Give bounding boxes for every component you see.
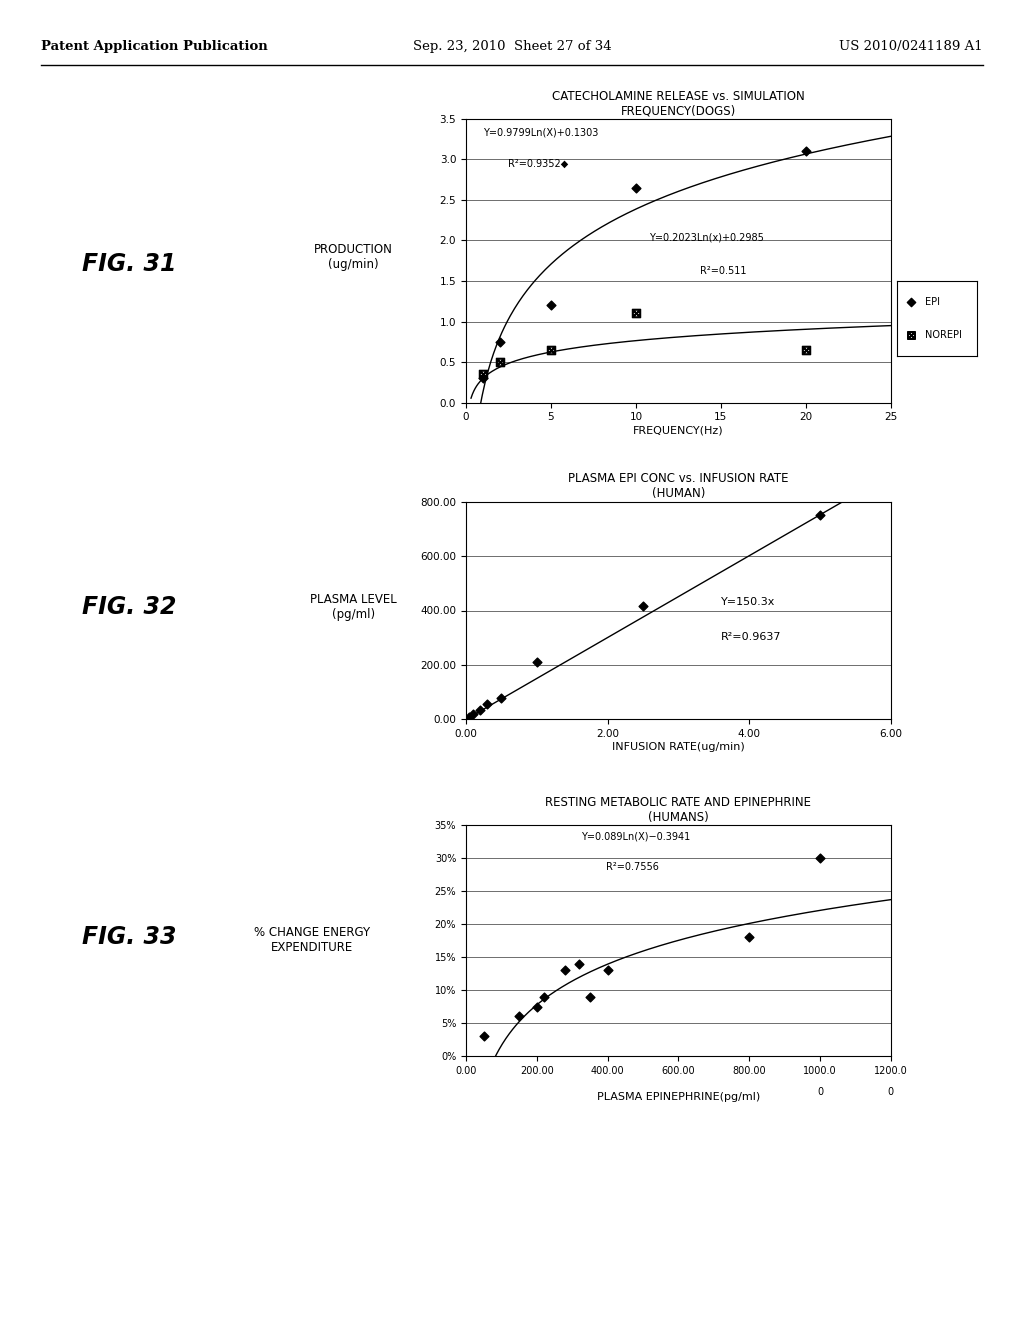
- Title: PLASMA EPI CONC vs. INFUSION RATE
(HUMAN): PLASMA EPI CONC vs. INFUSION RATE (HUMAN…: [568, 473, 788, 500]
- Text: R²=0.7556: R²=0.7556: [606, 862, 659, 873]
- Point: [812, 504, 828, 525]
- Point: [628, 302, 644, 323]
- Text: FIG. 31: FIG. 31: [82, 252, 176, 276]
- Point: [528, 652, 545, 673]
- Text: % CHANGE ENERGY
EXPENDITURE: % CHANGE ENERGY EXPENDITURE: [254, 925, 371, 954]
- Text: FIG. 33: FIG. 33: [82, 925, 176, 949]
- Point: [472, 700, 488, 721]
- Text: 0: 0: [888, 1086, 894, 1097]
- Text: Sep. 23, 2010  Sheet 27 of 34: Sep. 23, 2010 Sheet 27 of 34: [413, 40, 611, 53]
- Point: [741, 927, 758, 948]
- Text: EPI: EPI: [925, 297, 940, 308]
- Text: 0: 0: [817, 1086, 823, 1097]
- Point: [582, 986, 598, 1007]
- Point: [492, 331, 508, 352]
- Text: Y=150.3x: Y=150.3x: [721, 598, 775, 607]
- Point: [543, 294, 559, 315]
- Point: [528, 995, 545, 1016]
- Text: R²=0.9352◆: R²=0.9352◆: [508, 158, 568, 169]
- Point: [475, 363, 492, 385]
- Point: [492, 351, 508, 372]
- Point: [461, 706, 477, 727]
- Point: [798, 339, 814, 360]
- X-axis label: FREQUENCY(Hz): FREQUENCY(Hz): [633, 425, 724, 436]
- Point: [543, 339, 559, 360]
- Point: [475, 368, 492, 389]
- Text: Patent Application Publication: Patent Application Publication: [41, 40, 267, 53]
- Text: FIG. 32: FIG. 32: [82, 595, 176, 619]
- X-axis label: PLASMA EPINEPHRINE(pg/ml): PLASMA EPINEPHRINE(pg/ml): [597, 1093, 760, 1102]
- Text: PLASMA LEVEL
(pg/ml): PLASMA LEVEL (pg/ml): [310, 593, 396, 622]
- Text: PRODUCTION
(ug/min): PRODUCTION (ug/min): [313, 243, 393, 272]
- Point: [511, 1006, 527, 1027]
- Point: [475, 1026, 492, 1047]
- Text: Y=0.089Ln(X)−0.3941: Y=0.089Ln(X)−0.3941: [581, 832, 690, 842]
- Text: US 2010/0241189 A1: US 2010/0241189 A1: [840, 40, 983, 53]
- Title: CATECHOLAMINE RELEASE vs. SIMULATION
FREQUENCY(DOGS): CATECHOLAMINE RELEASE vs. SIMULATION FRE…: [552, 90, 805, 117]
- Text: R²=0.9637: R²=0.9637: [721, 632, 781, 643]
- Point: [812, 847, 828, 869]
- Point: [479, 694, 496, 715]
- Text: Y=0.9799Ln(X)+0.1303: Y=0.9799Ln(X)+0.1303: [483, 127, 598, 137]
- Text: R²=0.511: R²=0.511: [699, 267, 746, 276]
- Point: [635, 595, 651, 616]
- Point: [628, 177, 644, 198]
- Point: [798, 141, 814, 162]
- Point: [557, 960, 573, 981]
- Point: [571, 953, 588, 974]
- Point: [599, 960, 615, 981]
- Text: Y=0.2023Ln(x)+0.2985: Y=0.2023Ln(x)+0.2985: [648, 232, 764, 243]
- Point: [494, 686, 510, 708]
- Text: NOREPI: NOREPI: [925, 330, 962, 341]
- Title: RESTING METABOLIC RATE AND EPINEPHRINE
(HUMANS): RESTING METABOLIC RATE AND EPINEPHRINE (…: [546, 796, 811, 824]
- Point: [465, 704, 481, 725]
- Point: [536, 986, 552, 1007]
- X-axis label: INFUSION RATE(ug/min): INFUSION RATE(ug/min): [612, 742, 744, 752]
